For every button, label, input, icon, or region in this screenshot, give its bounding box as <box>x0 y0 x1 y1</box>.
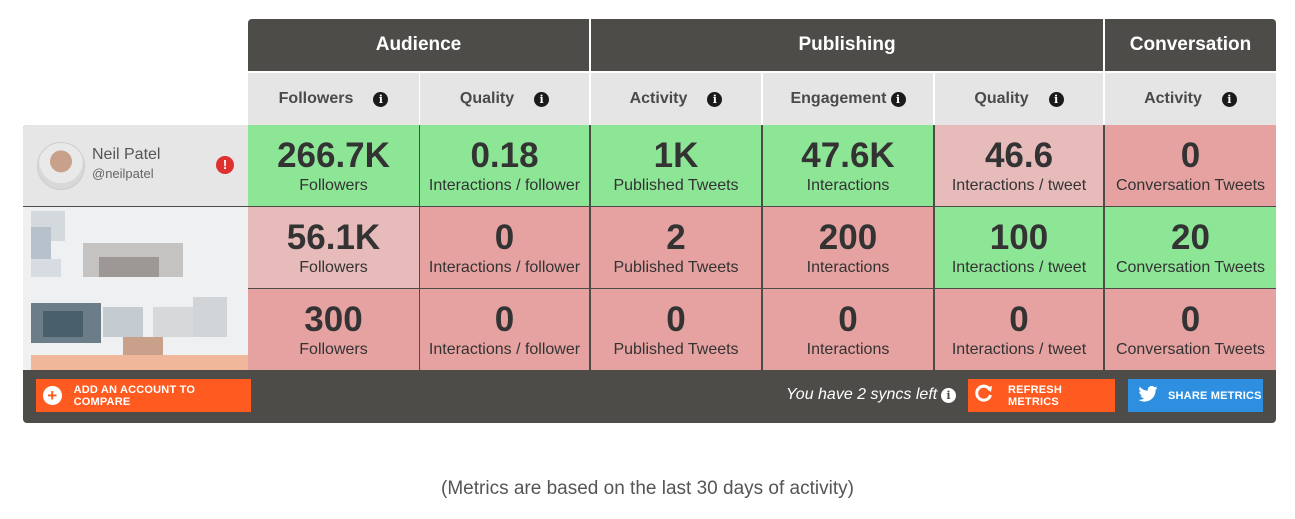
info-icon[interactable]: i <box>373 91 389 107</box>
metric-value: 20 <box>1171 217 1210 257</box>
metric-label: Published Tweets <box>613 176 739 194</box>
info-icon[interactable]: i <box>941 388 956 403</box>
info-icon[interactable]: i <box>1221 91 1237 107</box>
avatar <box>37 142 85 190</box>
add-account-label: ADD AN ACCOUNT TO COMPARE <box>73 383 196 408</box>
metric-label: Followers <box>299 176 368 194</box>
metric-label: Conversation Tweets <box>1115 258 1266 276</box>
info-icon[interactable]: i <box>534 91 550 107</box>
blurred-accounts <box>23 207 248 370</box>
info-icon[interactable]: i <box>707 91 723 107</box>
metric-cell: 2 Published Tweets <box>591 207 761 288</box>
metric-value: 56.1K <box>286 217 381 257</box>
metric-cell: 20 Conversation Tweets <box>1105 207 1276 288</box>
metric-label: Interactions / tweet <box>951 176 1087 194</box>
metric-value: 0 <box>666 299 686 339</box>
metric-label: Published Tweets <box>613 258 739 276</box>
column-header-publishing-quality: Quality i <box>935 73 1103 125</box>
metric-label: Interactions <box>806 258 890 276</box>
metric-cell: 0 Conversation Tweets <box>1105 289 1276 370</box>
column-label: Followers <box>278 90 354 107</box>
column-label: Engagement <box>790 90 887 107</box>
metric-label: Conversation Tweets <box>1115 340 1266 358</box>
syncs-left-text: You have 2 syncs left <box>786 386 938 403</box>
metric-label: Followers <box>299 258 368 276</box>
column-header-audience-quality: Quality i <box>420 73 589 125</box>
metric-cell: 56.1K Followers <box>248 207 419 288</box>
metric-value: 0 <box>494 217 515 257</box>
metric-value: 46.6 <box>984 135 1054 175</box>
column-header-activity: Activity i <box>591 73 761 125</box>
metric-cell: 300 Followers <box>248 289 419 370</box>
metric-value: 0 <box>494 299 515 339</box>
add-account-button[interactable]: + ADD AN ACCOUNT TO COMPARE <box>36 379 251 412</box>
metric-value: 300 <box>304 299 363 339</box>
metric-label: Interactions / follower <box>428 258 581 276</box>
info-icon[interactable]: i <box>890 91 906 107</box>
metric-cell: 47.6K Interactions <box>763 125 933 206</box>
column-label: Quality <box>459 90 515 107</box>
metric-cell: 0 Interactions / tweet <box>935 289 1103 370</box>
metric-value: 0 <box>1180 135 1201 175</box>
metric-cell: 0 Conversation Tweets <box>1105 125 1276 206</box>
metric-label: Conversation Tweets <box>1115 176 1266 194</box>
metric-value: 0 <box>1180 299 1201 339</box>
column-header-engagement: Engagement i <box>763 73 933 125</box>
metric-value: 47.6K <box>801 135 895 175</box>
group-header-conversation: Conversation <box>1105 19 1276 71</box>
info-icon[interactable]: i <box>1048 91 1064 107</box>
metric-cell: 100 Interactions / tweet <box>935 207 1103 288</box>
metric-cell: 266.7K Followers <box>248 125 419 206</box>
footnote: (Metrics are based on the last 30 days o… <box>441 478 854 499</box>
metric-value: 0 <box>1009 299 1029 339</box>
metric-value: 200 <box>818 217 878 257</box>
metric-label: Published Tweets <box>613 340 739 358</box>
metric-value: 0.18 <box>470 135 539 175</box>
column-label: Activity <box>629 90 688 107</box>
metric-value: 266.7K <box>277 135 390 175</box>
metric-cell: 0 Interactions / follower <box>420 207 589 288</box>
account-name: Neil Patel <box>92 146 161 163</box>
warning-icon[interactable]: ! <box>216 156 234 174</box>
plus-icon: + <box>43 386 62 405</box>
metric-cell: 0.18 Interactions / follower <box>420 125 589 206</box>
refresh-icon <box>974 383 994 409</box>
metric-label: Interactions <box>806 176 890 194</box>
metric-label: Interactions / tweet <box>951 340 1087 358</box>
refresh-metrics-button[interactable]: REFRESH METRICS <box>968 379 1115 412</box>
metric-label: Interactions / follower <box>428 176 581 194</box>
column-label: Quality <box>974 90 1029 107</box>
metric-cell: 0 Interactions / follower <box>420 289 589 370</box>
share-metrics-label: SHARE METRICS <box>1168 389 1262 402</box>
refresh-metrics-label: REFRESH METRICS <box>1008 383 1062 408</box>
metric-cell: 0 Interactions <box>763 289 933 370</box>
metric-cell: 0 Published Tweets <box>591 289 761 370</box>
metric-value: 1K <box>653 135 699 175</box>
account-handle: @neilpatel <box>92 166 154 181</box>
column-header-followers: Followers i <box>248 73 419 125</box>
metric-value: 2 <box>666 217 686 257</box>
metric-cell: 200 Interactions <box>763 207 933 288</box>
metric-cell: 1K Published Tweets <box>591 125 761 206</box>
metric-value: 0 <box>838 299 858 339</box>
metric-value: 100 <box>989 217 1049 257</box>
twitter-bird-icon <box>1138 385 1158 405</box>
metric-label: Interactions <box>806 340 890 358</box>
metric-label: Interactions / follower <box>428 340 581 358</box>
account-row-header[interactable]: Neil Patel @neilpatel ! <box>23 125 248 206</box>
column-label: Activity <box>1144 90 1202 107</box>
share-metrics-button[interactable]: SHARE METRICS <box>1128 379 1263 412</box>
metric-label: Followers <box>299 340 368 358</box>
metric-cell: 46.6 Interactions / tweet <box>935 125 1103 206</box>
group-header-publishing: Publishing <box>591 19 1103 71</box>
column-header-conversation-activity: Activity i <box>1105 73 1276 125</box>
group-header-audience: Audience <box>248 19 589 71</box>
metric-label: Interactions / tweet <box>951 258 1087 276</box>
